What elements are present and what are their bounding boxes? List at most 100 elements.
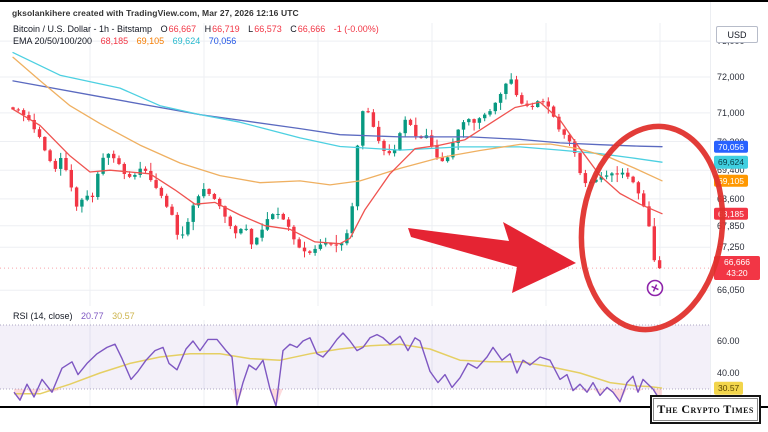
price-axis-label: 71,000 — [717, 107, 745, 118]
candle-body — [541, 101, 545, 103]
candle-body — [578, 153, 582, 174]
candle-body — [106, 153, 111, 158]
ema100-line — [12, 51, 663, 163]
ema-price-badge: 69,105 — [714, 174, 748, 187]
price-scale[interactable]: USD 73,00072,00071,00070,20069,40068,600… — [710, 2, 768, 406]
candle-body — [514, 79, 519, 96]
high-value: 66,719 — [212, 24, 240, 34]
rsi-oversold-fill — [14, 389, 662, 406]
candle-body — [191, 205, 195, 222]
candle-body — [96, 173, 100, 198]
candle-body — [90, 195, 95, 198]
price-axis-label: 67,850 — [717, 220, 745, 231]
candle-body — [43, 136, 47, 151]
candle-body — [488, 111, 492, 115]
price-axis-label: 72,000 — [717, 72, 745, 82]
candle-body — [239, 228, 243, 234]
candle-body — [647, 206, 651, 227]
candle-body — [196, 196, 201, 206]
candle-body — [21, 110, 26, 116]
candle-body — [165, 195, 169, 207]
ema20-value: 68,185 — [100, 36, 129, 46]
candle-body — [403, 119, 407, 134]
candle-body — [255, 237, 259, 245]
candle-body — [557, 116, 561, 130]
candle-body — [382, 140, 386, 152]
candle-body — [334, 244, 338, 246]
candle-body — [318, 244, 323, 249]
candle-body — [536, 101, 540, 108]
candle-body — [498, 93, 503, 103]
candle-body — [180, 234, 185, 236]
candle-body — [610, 173, 614, 176]
bar-countdown: 43:20 — [726, 268, 748, 279]
candle-body — [212, 193, 217, 199]
candle-body — [398, 133, 402, 151]
low-value: 66,573 — [254, 24, 282, 34]
candle-body — [159, 187, 164, 196]
candle-body — [551, 106, 556, 117]
candle-body — [112, 153, 116, 159]
attribution-text: gksolankihere created with TradingView.c… — [12, 8, 299, 18]
open-value: 66,667 — [168, 24, 197, 34]
candle-body — [276, 213, 280, 215]
candle-body — [636, 182, 641, 194]
ema20-line — [12, 101, 663, 245]
ema-legend-row[interactable]: EMA 20/50/100/200 68,185 69,105 69,624 7… — [13, 36, 237, 46]
candle-body — [509, 79, 513, 84]
candle-body — [11, 107, 15, 110]
crypto-times-logo: The Crypto Times — [650, 395, 761, 424]
rsi-ma-value: 30.57 — [112, 311, 135, 321]
candle-body — [85, 195, 89, 200]
candle-body — [329, 243, 333, 245]
candle-body — [345, 233, 349, 244]
candle-body — [472, 119, 476, 123]
candle-body — [573, 141, 577, 154]
candle-body — [302, 247, 307, 252]
candle-body — [604, 175, 609, 177]
candle-body — [74, 187, 79, 207]
ema-price-badge: 69,624 — [714, 155, 748, 169]
candle-body — [377, 126, 381, 141]
rsi-legend-row[interactable]: RSI (14, close) 20.77 30.57 — [13, 311, 136, 321]
candle-body — [408, 119, 413, 125]
rsi-line — [13, 332, 663, 407]
candle-body — [483, 114, 487, 119]
ema50-line — [12, 56, 663, 186]
candle-body — [477, 118, 482, 123]
rsi-axis-label: 60.00 — [717, 336, 740, 346]
candle-body — [64, 157, 68, 170]
high-label: H — [204, 24, 212, 34]
candle-body — [451, 142, 455, 158]
ema-label: EMA 20/50/100/200 — [13, 36, 93, 46]
symbol-legend-row[interactable]: Bitcoin / U.S. Dollar - 1h - Bitstamp O6… — [13, 24, 380, 34]
candle-body — [392, 150, 397, 154]
price-axis-label: 69,400 — [717, 165, 745, 176]
candle-body — [440, 157, 444, 162]
candle-body — [350, 206, 354, 234]
ema50-value: 69,105 — [136, 36, 165, 46]
candle-body — [48, 150, 52, 161]
candle-body — [59, 157, 63, 169]
candle-body — [594, 179, 598, 182]
candle-body — [530, 105, 535, 108]
candle-body — [467, 119, 471, 123]
candle-body — [101, 157, 105, 174]
candle-body — [223, 206, 227, 217]
candle-body — [387, 151, 391, 154]
candle-body — [620, 172, 625, 175]
candle-body — [626, 172, 630, 177]
top-divider — [0, 0, 768, 2]
candle-body — [249, 228, 254, 245]
candle-body — [292, 226, 296, 240]
candle-body — [657, 260, 662, 269]
ema-price-badge: 70,056 — [714, 140, 748, 153]
ema-price-badge: 68,185 — [714, 207, 748, 220]
candle-body — [133, 174, 137, 177]
candle-body — [244, 228, 248, 230]
candle-body — [53, 160, 58, 169]
candle-body — [435, 146, 439, 158]
candle-body — [324, 243, 328, 245]
